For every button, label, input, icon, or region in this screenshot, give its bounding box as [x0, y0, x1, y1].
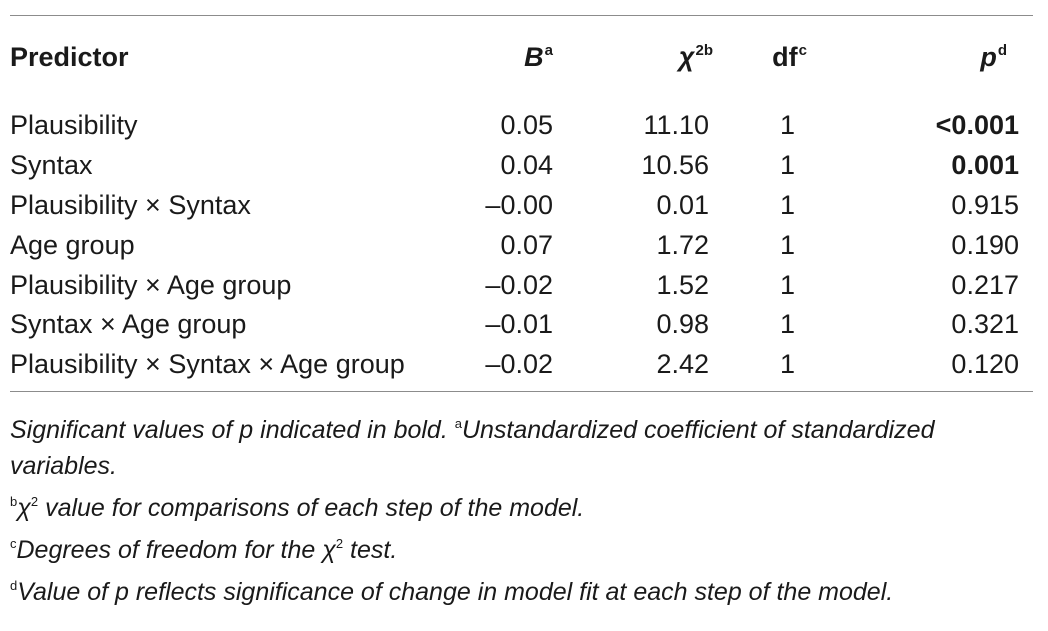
table-row: Syntax 0.04 10.56 1 0.001: [10, 146, 1033, 186]
table-row: Plausibility × Syntax × Age group –0.02 2.…: [10, 345, 1033, 391]
footnote-a: Significant values of p indicated in bol…: [10, 415, 935, 480]
cell-df: 1: [779, 189, 795, 220]
cell-chi-square: 1.52: [656, 269, 709, 300]
cell-predictor: Plausibility × Age group: [10, 269, 292, 300]
cell-p: 0.001: [951, 150, 1019, 181]
results-table-container: Predictor Ba χ2b dfc pd Plausibility 0.05…: [10, 15, 1033, 610]
cell-predictor: Plausibility × Syntax: [10, 189, 251, 220]
table-row: Age group 0.07 1.72 1 0.190: [10, 225, 1033, 265]
cell-p: 0.915: [951, 189, 1019, 220]
cell-p: 0.120: [951, 349, 1019, 380]
header-row: Predictor Ba χ2b dfc pd: [10, 16, 1033, 98]
cell-predictor: Syntax × Age group: [10, 309, 247, 340]
cell-df: 1: [779, 110, 795, 141]
cell-predictor: Syntax: [10, 150, 93, 181]
cell-chi-square: 0.98: [656, 309, 709, 340]
table-row: Plausibility × Syntax –0.00 0.01 1 0.915: [10, 186, 1033, 226]
cell-b: –0.00: [485, 189, 553, 220]
cell-chi-square: 1.72: [656, 229, 709, 260]
cell-chi-square: 10.56: [641, 150, 709, 181]
cell-b: –0.02: [485, 349, 553, 380]
cell-df: 1: [779, 150, 795, 181]
table-row: Plausibility × Age group –0.02 1.52 1 0.217: [10, 265, 1033, 305]
cell-predictor: Age group: [10, 229, 135, 260]
header-p: pd: [980, 42, 1007, 72]
footnote-b: bχ2 value for comparisons of each step o…: [10, 493, 585, 522]
cell-b: 0.07: [500, 229, 553, 260]
cell-chi-square: 11.10: [643, 110, 709, 141]
cell-df: 1: [779, 229, 795, 260]
footnote-c: cDegrees of freedom for the χ2 test.: [10, 535, 398, 564]
cell-df: 1: [779, 309, 795, 340]
table-row: Syntax × Age group –0.01 0.98 1 0.321: [10, 305, 1033, 345]
cell-b: –0.01: [485, 309, 553, 340]
table-body: Plausibility 0.05 11.10 1 <0.001 Syntax 0.04 10…: [10, 98, 1033, 391]
cell-p: <0.001: [935, 110, 1019, 141]
bottom-rule: [10, 390, 1033, 392]
cell-chi-square: 2.42: [656, 349, 709, 380]
header-b: Ba: [524, 42, 553, 72]
cell-p: 0.190: [951, 229, 1019, 260]
cell-p: 0.217: [951, 269, 1019, 300]
cell-p: 0.321: [951, 309, 1019, 340]
header-chi-square: χ2b: [678, 42, 713, 72]
cell-chi-square: 0.01: [656, 189, 709, 220]
cell-b: 0.05: [500, 110, 553, 141]
top-rule: [10, 15, 1033, 16]
cell-df: 1: [779, 349, 795, 380]
footnote-d: dValue of p reflects significance of cha…: [10, 577, 894, 606]
cell-predictor: Plausibility × Syntax × Age group: [10, 349, 405, 380]
table-footnotes: Significant values of p indicated in bol…: [10, 392, 1033, 610]
cell-predictor: Plausibility: [10, 110, 138, 141]
table-row: Plausibility 0.05 11.10 1 <0.001: [10, 98, 1033, 146]
header-predictor: Predictor: [10, 41, 129, 72]
results-table: Predictor Ba χ2b dfc pd Plausibility 0.05…: [10, 16, 1033, 391]
cell-df: 1: [779, 269, 795, 300]
header-df: dfc: [772, 42, 807, 72]
cell-b: 0.04: [500, 150, 553, 181]
cell-b: –0.02: [485, 269, 553, 300]
